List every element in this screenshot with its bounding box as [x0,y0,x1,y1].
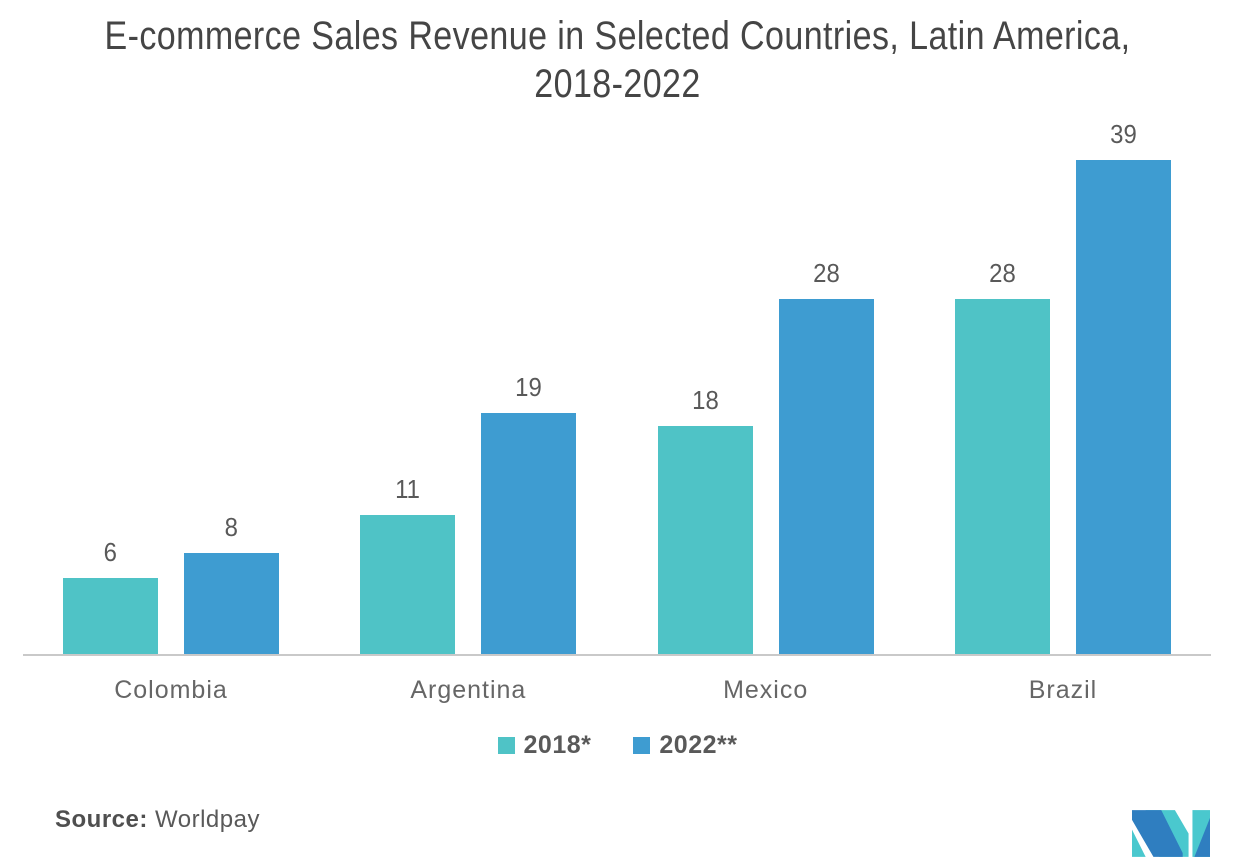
bar-2022-mexico [778,299,874,654]
category-axis: Colombia Argentina Mexico Brazil [63,676,1171,705]
source-value: Worldpay [155,806,260,833]
category-label-mexico: Mexico [723,676,809,704]
bar-value-label: 19 [515,372,543,402]
bar-2018-brazil [954,299,1050,654]
bar-2022-colombia [184,553,279,654]
bar-value-label: 6 [103,537,118,567]
x-axis-line [23,654,1211,656]
category-label-argentina: Argentina [410,676,527,704]
source-label: Source: [55,806,148,833]
bar-2018-mexico [657,426,753,654]
bar-wrap: 19 [481,372,577,654]
bar-2018-colombia [63,578,158,654]
bar-wrap: 28 [954,258,1050,654]
bar-wrap: 8 [184,512,279,654]
bar-wrap: 11 [360,474,456,654]
legend-swatch-icon [497,737,515,754]
bar-value-label: 28 [989,258,1016,288]
mordor-intelligence-logo-icon [1132,810,1210,857]
bar-value-label: 11 [395,474,421,504]
bar-wrap: 28 [778,258,874,654]
legend: 2018* 2022** [0,731,1235,760]
bar-value-label: 39 [1110,119,1137,149]
category-label-colombia: Colombia [114,676,228,704]
bar-2022-brazil [1075,160,1171,654]
bar-wrap: 6 [63,537,158,654]
plot-area: 6 8 11 19 18 28 28 39 [63,0,1171,654]
chart-title: E-commerce Sales Revenue in Selected Cou… [93,12,1143,108]
bar-2018-argentina [360,515,456,654]
legend-label: 2018* [523,731,592,759]
bar-group-brazil: 28 39 [954,119,1171,654]
category-label-brazil: Brazil [1028,676,1098,704]
legend-swatch-icon [633,737,651,754]
bar-2022-argentina [481,413,577,654]
bar-wrap: 39 [1075,119,1171,654]
chart-title-line1: E-commerce Sales Revenue in Selected Cou… [104,14,1131,58]
bar-value-label: 28 [812,258,840,288]
bar-wrap: 18 [657,385,753,654]
legend-label: 2022** [659,731,738,759]
legend-item: 2018* [497,731,592,760]
bar-value-label: 8 [224,512,239,542]
chart-title-line2: 2018-2022 [534,62,701,106]
bar-group-mexico: 18 28 [657,258,874,654]
bar-group-argentina: 11 19 [360,372,577,654]
source-note: Source: Worldpay [55,806,260,834]
legend-item: 2022** [633,731,737,760]
bar-value-label: 18 [691,385,719,415]
